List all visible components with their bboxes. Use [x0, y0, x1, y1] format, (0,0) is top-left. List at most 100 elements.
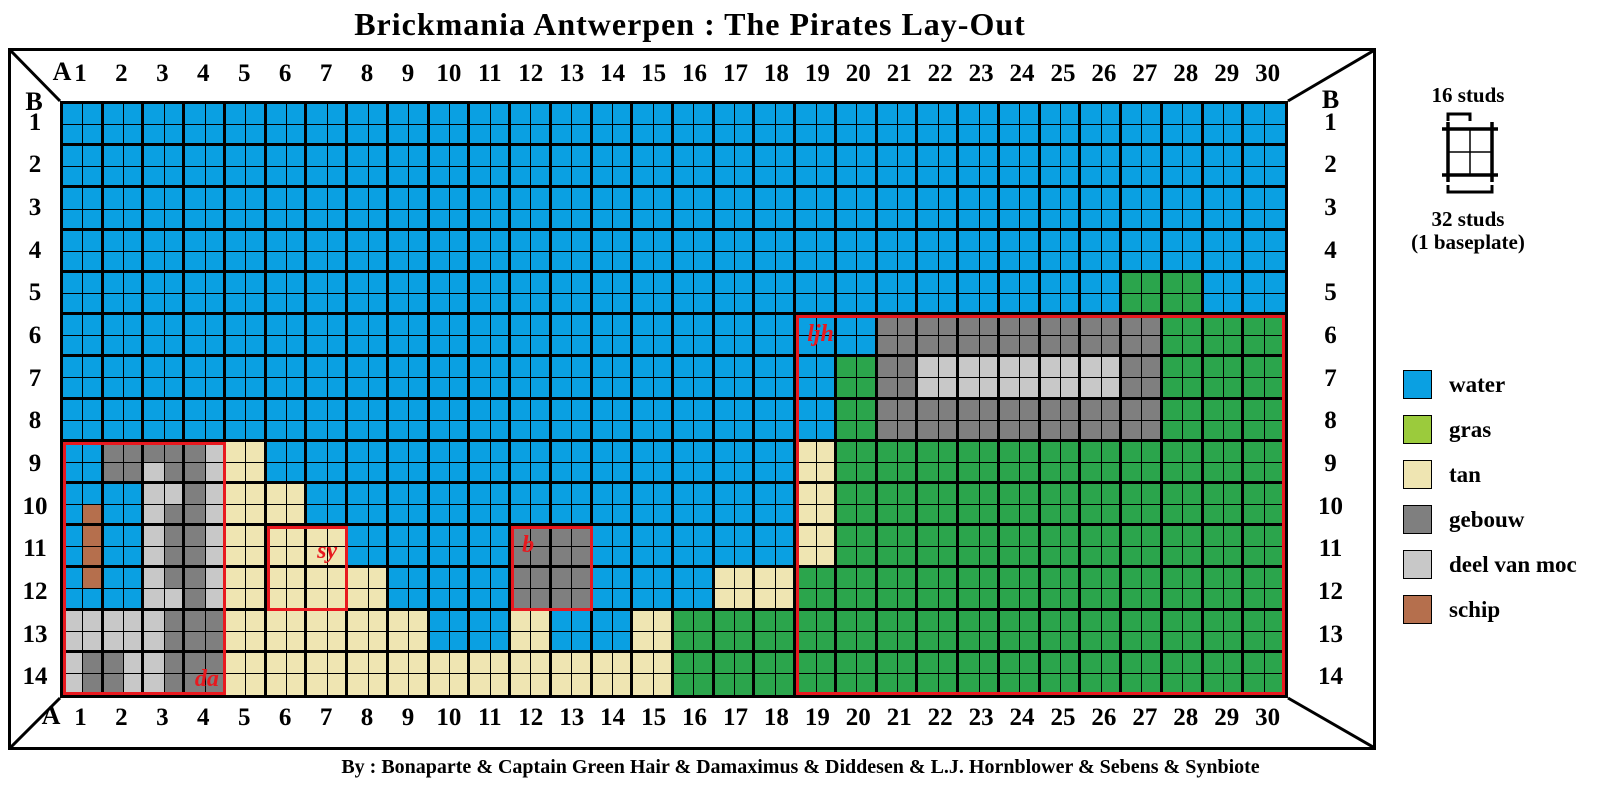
map-subcell: [735, 146, 756, 168]
map-subcell: [205, 293, 226, 316]
map-subcell: [144, 167, 165, 189]
map-subcell: [470, 293, 491, 316]
map-subcell: [103, 631, 125, 653]
map-subcell: [205, 104, 226, 126]
map-subcell: [918, 673, 939, 695]
map-subcell: [103, 272, 125, 294]
map-subcell: [348, 336, 369, 358]
map-subcell: [979, 526, 1000, 548]
map-subcell: [1040, 673, 1061, 695]
map-subcell: [551, 631, 573, 653]
map-subcell: [1244, 125, 1265, 147]
map-subcell: [246, 652, 267, 674]
map-subcell: [144, 631, 165, 653]
map-subcell: [1122, 441, 1143, 463]
map-subcell: [694, 631, 715, 653]
map-subcell: [1183, 293, 1204, 316]
map-subcell: [796, 673, 817, 695]
map-subcell: [1081, 230, 1102, 252]
map-subcell: [1162, 209, 1184, 231]
map-subcell: [225, 589, 247, 611]
map-subcell: [1162, 610, 1184, 632]
map-subcell: [103, 230, 125, 252]
map-subcell: [429, 293, 450, 316]
map-subcell: [898, 610, 919, 632]
map-subcell: [775, 315, 797, 337]
map-subcell: [1162, 547, 1184, 569]
map-subcell: [653, 209, 674, 231]
map-subcell: [368, 631, 389, 653]
map-subcell: [551, 167, 573, 189]
map-subcell: [1101, 104, 1123, 126]
map-subcell: [816, 589, 837, 611]
map-subcell: [144, 420, 165, 442]
map-subcell: [348, 652, 369, 674]
legend-item-tan: tan: [1403, 452, 1601, 497]
map-subcell: [144, 378, 165, 400]
map-subcell: [836, 146, 858, 168]
map-subcell: [796, 631, 817, 653]
legend-label: tan: [1449, 461, 1481, 487]
map-subcell: [1203, 610, 1224, 632]
map-subcell: [633, 209, 654, 231]
map-subcell: [551, 462, 573, 484]
map-subcell: [1183, 483, 1204, 506]
map-subcell: [348, 399, 369, 421]
map-subcell: [409, 357, 430, 379]
map-subcell: [694, 589, 715, 611]
map-subcell: [185, 547, 206, 569]
map-subcell: [531, 272, 552, 294]
map-subcell: [185, 399, 206, 421]
map-subcell: [694, 673, 715, 695]
map-subcell: [1081, 188, 1102, 210]
map-subcell: [1244, 188, 1265, 210]
map-subcell: [1081, 251, 1102, 273]
map-subcell: [124, 631, 145, 653]
map-subcell: [592, 589, 613, 611]
map-subcell: [1223, 315, 1245, 337]
map-subcell: [755, 357, 776, 379]
map-subcell: [1162, 357, 1184, 379]
map-subcell: [612, 378, 634, 400]
map-subcell: [63, 547, 84, 569]
map-subcell: [470, 652, 491, 674]
map-subcell: [1223, 526, 1245, 548]
map-subcell: [877, 420, 899, 442]
map-subcell: [1101, 272, 1123, 294]
map-subcell: [633, 673, 654, 695]
map-subcell: [287, 315, 308, 337]
legend-item-water: water: [1403, 362, 1601, 407]
map-subcell: [775, 125, 797, 147]
map-subcell: [1081, 378, 1102, 400]
map-subcell: [103, 483, 125, 506]
map-subcell: [938, 505, 960, 527]
map-subcell: [185, 441, 206, 463]
map-subcell: [755, 188, 776, 210]
map-subcell: [836, 315, 858, 337]
map-subcell: [225, 462, 247, 484]
map-subcell: [348, 526, 369, 548]
map-subcell: [1223, 125, 1245, 147]
map-subcell: [612, 462, 634, 484]
map-subcell: [1244, 104, 1265, 126]
map-subcell: [633, 526, 654, 548]
map-subcell: [429, 357, 450, 379]
map-subcell: [1020, 146, 1041, 168]
map-subcell: [714, 315, 736, 337]
map-subcell: [633, 610, 654, 632]
map-subcell: [755, 293, 776, 316]
map-subcell: [674, 336, 695, 358]
map-subcell: [633, 104, 654, 126]
map-subcell: [979, 230, 1000, 252]
map-subcell: [999, 652, 1021, 674]
map-subcell: [205, 399, 226, 421]
map-subcell: [755, 483, 776, 506]
map-subcell: [877, 462, 899, 484]
map-subcell: [572, 483, 593, 506]
map-subcell: [877, 251, 899, 273]
map-subcell: [918, 315, 939, 337]
map-subcell: [1183, 104, 1204, 126]
map-subcell: [164, 336, 186, 358]
map-subcell: [83, 336, 104, 358]
map-subcell: [531, 526, 552, 548]
